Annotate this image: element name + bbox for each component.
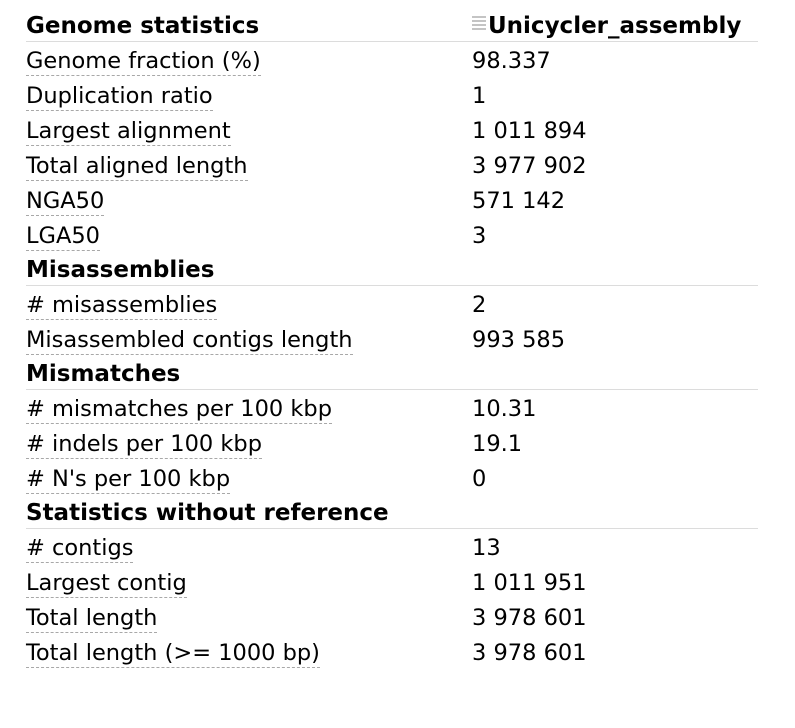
metric-label[interactable]: Genome fraction (%) xyxy=(26,48,261,76)
metric-value: 19.1 xyxy=(472,431,523,457)
metric-label[interactable]: # mismatches per 100 kbp xyxy=(26,396,332,424)
metric-value: 1 011 894 xyxy=(472,118,587,144)
metric-value: 2 xyxy=(472,292,487,318)
section-title: Statistics without reference xyxy=(26,500,389,526)
quast-report-table: Genome statistics Unicycler_assembly Gen… xyxy=(26,10,758,669)
section-statistics-without-reference: Statistics without reference # contigs 1… xyxy=(26,495,758,669)
metric-row: NGA50 571 142 xyxy=(26,182,758,217)
metric-label[interactable]: NGA50 xyxy=(26,188,105,216)
metric-value: 3 978 601 xyxy=(472,605,587,631)
metric-row: # indels per 100 kbp 19.1 xyxy=(26,425,758,460)
metric-label[interactable]: # indels per 100 kbp xyxy=(26,431,262,459)
metric-row: Genome fraction (%) 98.337 xyxy=(26,42,758,77)
metric-value: 3 978 601 xyxy=(472,640,587,666)
metric-row: # mismatches per 100 kbp 10.31 xyxy=(26,390,758,425)
metric-label[interactable]: # N's per 100 kbp xyxy=(26,466,231,494)
section-misassemblies: Misassemblies # misassemblies 2 Misassem… xyxy=(26,252,758,356)
metric-row: Misassembled contigs length 993 585 xyxy=(26,321,758,356)
section-header: Mismatches xyxy=(26,356,758,390)
metric-label[interactable]: Total length (>= 1000 bp) xyxy=(26,640,320,668)
assembly-name: Unicycler_assembly xyxy=(488,13,742,39)
metric-row: # contigs 13 xyxy=(26,529,758,564)
metric-label[interactable]: Largest contig xyxy=(26,570,187,598)
metric-label[interactable]: Duplication ratio xyxy=(26,83,213,111)
metric-value: 0 xyxy=(472,466,487,492)
metric-value: 993 585 xyxy=(472,327,566,353)
metric-value: 98.337 xyxy=(472,48,551,74)
metric-label[interactable]: Total aligned length xyxy=(26,153,248,181)
section-header: Misassemblies xyxy=(26,252,758,286)
metric-value: 3 xyxy=(472,223,487,249)
metric-label[interactable]: LGA50 xyxy=(26,223,100,251)
metric-label[interactable]: Misassembled contigs length xyxy=(26,327,353,355)
metric-row: Largest contig 1 011 951 xyxy=(26,564,758,599)
metric-row: Total aligned length 3 977 902 xyxy=(26,147,758,182)
metric-row: Duplication ratio 1 xyxy=(26,77,758,112)
metric-row: LGA50 3 xyxy=(26,217,758,252)
metric-value: 3 977 902 xyxy=(472,153,587,179)
metric-row: # N's per 100 kbp 0 xyxy=(26,460,758,495)
metric-label[interactable]: Largest alignment xyxy=(26,118,231,146)
drag-handle-icon[interactable] xyxy=(472,16,486,32)
metric-row: Total length 3 978 601 xyxy=(26,599,758,634)
metric-value: 10.31 xyxy=(472,396,537,422)
metric-label[interactable]: # contigs xyxy=(26,535,134,563)
metric-row: Largest alignment 1 011 894 xyxy=(26,112,758,147)
section-genome-statistics: Genome statistics Unicycler_assembly Gen… xyxy=(26,10,758,252)
metric-value: 571 142 xyxy=(472,188,566,214)
assembly-column-header[interactable]: Unicycler_assembly xyxy=(472,13,741,39)
section-header: Statistics without reference xyxy=(26,495,758,529)
metric-value: 1 011 951 xyxy=(472,570,587,596)
metric-row: Total length (>= 1000 bp) 3 978 601 xyxy=(26,634,758,669)
section-mismatches: Mismatches # mismatches per 100 kbp 10.3… xyxy=(26,356,758,495)
metric-value: 1 xyxy=(472,83,487,109)
section-title: Genome statistics xyxy=(26,13,260,39)
metric-row: # misassemblies 2 xyxy=(26,286,758,321)
metric-label[interactable]: # misassemblies xyxy=(26,292,218,320)
section-header: Genome statistics Unicycler_assembly xyxy=(26,10,758,42)
section-title: Mismatches xyxy=(26,361,181,387)
section-title: Misassemblies xyxy=(26,257,215,283)
metric-value: 13 xyxy=(472,535,501,561)
metric-label[interactable]: Total length xyxy=(26,605,158,633)
